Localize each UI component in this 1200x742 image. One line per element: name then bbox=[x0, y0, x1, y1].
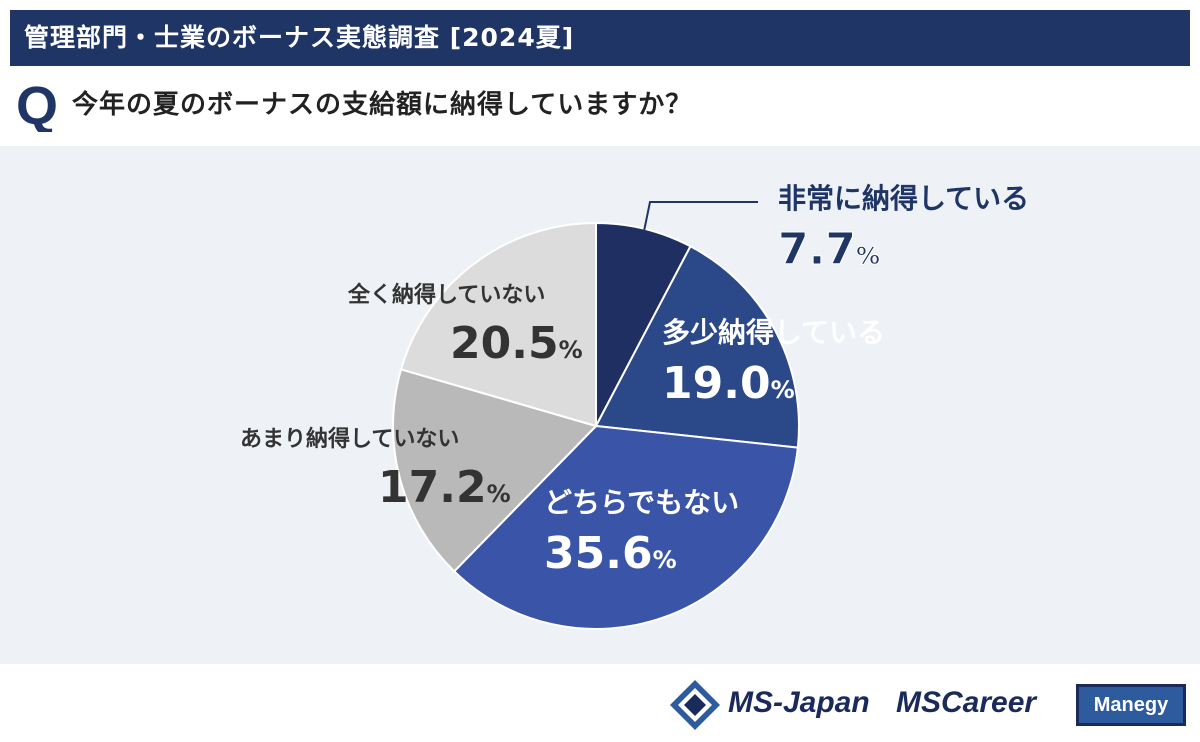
manegy-logo: Manegy bbox=[1076, 684, 1186, 726]
survey-title-bar: 管理部門・士業のボーナス実態調査 [2024夏] bbox=[10, 10, 1190, 66]
footer: MS-Japan MSCareer Manegy bbox=[0, 664, 1200, 742]
slice-category-label: あまり納得していない bbox=[240, 426, 459, 452]
pie-chart: 非常に納得している 7.7% 多少納得している 19.0% どちらでもない 35.6% あま… bbox=[240, 182, 1030, 630]
slice-value-label: 35.6% bbox=[544, 528, 677, 579]
pie-slice bbox=[452, 424, 799, 630]
slice-label-group: あまり納得していない 17.2% bbox=[240, 426, 511, 513]
slice-value-label: 19.0% bbox=[662, 358, 795, 409]
chart-area: 非常に納得している 7.7% 多少納得している 19.0% どちらでもない 35.6% あま… bbox=[0, 146, 1200, 664]
slice-label-group: 全く納得していない 20.5% bbox=[347, 282, 583, 369]
pie-slice bbox=[392, 368, 598, 573]
survey-title: 管理部門・士業のボーナス実態調査 [2024夏] bbox=[24, 23, 575, 52]
ms-career-logo-text: MSCareer bbox=[896, 686, 1037, 719]
pie-slice bbox=[594, 244, 800, 449]
question-text: 今年の夏のボーナスの支給額に納得していますか？ bbox=[72, 90, 693, 120]
slice-category-label: 全く納得していない bbox=[347, 282, 545, 308]
q-mark-letter: Q bbox=[16, 76, 58, 132]
slice-category-label: 非常に納得している bbox=[778, 182, 1029, 215]
slice-label-group: 多少納得している 19.0% bbox=[662, 316, 885, 409]
slice-category-label: どちらでもない bbox=[544, 486, 739, 519]
slice-label-group: 非常に納得している 7.7% bbox=[778, 182, 1030, 276]
ms-japan-logo-icon bbox=[670, 680, 720, 730]
pie-slice bbox=[399, 221, 597, 428]
slice-value-label: 7.7% bbox=[778, 224, 880, 275]
q-mark-icon: Q bbox=[16, 76, 58, 132]
leader-line bbox=[642, 201, 758, 233]
slice-label-group: どちらでもない 35.6% bbox=[544, 486, 739, 579]
slice-value-label: 17.2% bbox=[378, 462, 511, 513]
slice-category-label: 多少納得している bbox=[662, 316, 885, 349]
slice-value-label: 20.5% bbox=[450, 318, 583, 369]
question-row: Q 今年の夏のボーナスの支給額に納得していますか？ bbox=[10, 76, 1190, 136]
ms-japan-logo-text: MS-Japan bbox=[728, 686, 870, 719]
manegy-logo-text: Manegy bbox=[1093, 694, 1169, 716]
